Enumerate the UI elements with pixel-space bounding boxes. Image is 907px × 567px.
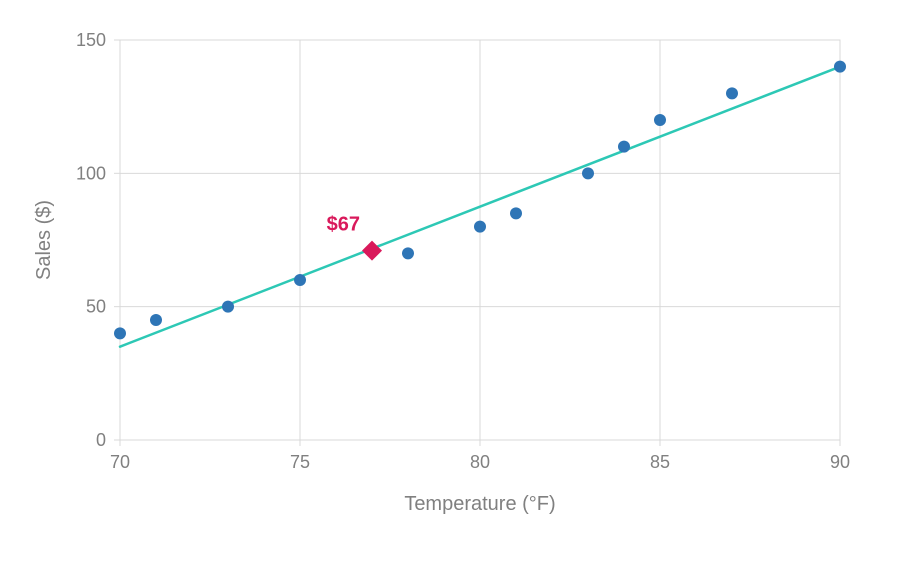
data-point — [654, 114, 666, 126]
x-tick-label: 85 — [650, 452, 670, 472]
chart-svg: 70 75 80 85 90 0 50 100 150 $67 Temperature (°F) Sa… — [0, 0, 907, 567]
x-tick-label: 70 — [110, 452, 130, 472]
data-point — [402, 247, 414, 259]
y-tick-label: 150 — [76, 30, 106, 50]
y-tick-label: 100 — [76, 163, 106, 183]
y-tick-label: 50 — [86, 297, 106, 317]
data-point — [582, 167, 594, 179]
y-axis-label: Sales ($) — [33, 200, 55, 280]
x-tick-label: 75 — [290, 452, 310, 472]
x-tick-label: 80 — [470, 452, 490, 472]
x-axis-label: Temperature (°F) — [404, 493, 555, 515]
data-point — [726, 87, 738, 99]
data-point — [222, 301, 234, 313]
data-point — [150, 314, 162, 326]
x-tick-label: 90 — [830, 452, 850, 472]
sales-vs-temperature-chart: 70 75 80 85 90 0 50 100 150 $67 Temperature (°F) Sa… — [0, 0, 907, 567]
data-point — [294, 274, 306, 286]
data-point — [618, 141, 630, 153]
data-point — [510, 207, 522, 219]
y-tick-label: 0 — [96, 430, 106, 450]
data-point — [834, 61, 846, 73]
data-point — [114, 327, 126, 339]
data-point — [474, 221, 486, 233]
highlight-label: $67 — [327, 214, 360, 236]
